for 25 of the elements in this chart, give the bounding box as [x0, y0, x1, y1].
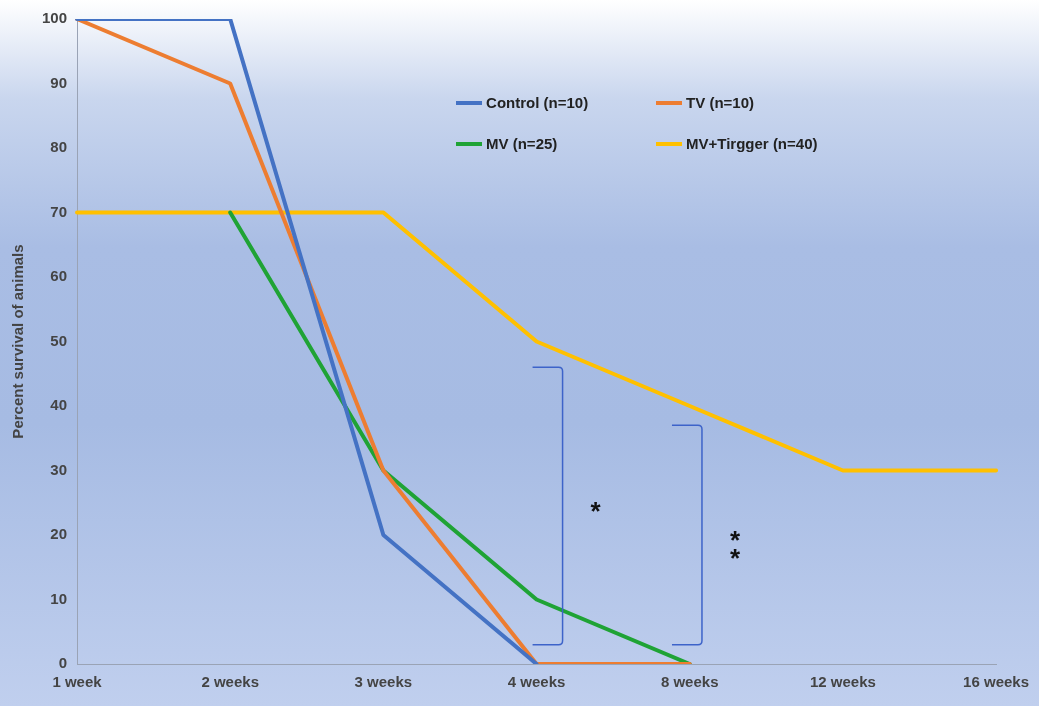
x-tick-label: 1 week: [52, 673, 103, 691]
x-tick-label: 2 weeks: [201, 673, 259, 691]
x-tick-label: 3 weeks: [354, 673, 413, 691]
x-tick-label: 12 weeks: [809, 673, 876, 691]
y-tick-label: 100: [42, 9, 68, 27]
y-tick-label: 20: [50, 525, 68, 543]
x-tick-label: 16 weeks: [963, 673, 1029, 691]
y-tick-label: 0: [58, 654, 68, 672]
legend-label: Control (n=10): [486, 94, 589, 111]
y-axis-title: Percent survival of animals: [9, 244, 27, 439]
y-tick-label: 40: [50, 396, 68, 414]
legend-label: MV (n=25): [486, 135, 558, 152]
y-tick-label: 10: [50, 589, 68, 607]
y-tick-label: 50: [50, 331, 68, 349]
x-tick-label: 4 weeks: [507, 673, 566, 691]
y-tick-label: 90: [50, 73, 68, 91]
y-tick-label: 60: [50, 267, 68, 285]
y-tick-label: 30: [50, 460, 68, 478]
legend-label: MV+Tirgger (n=40): [686, 135, 818, 152]
y-tick-label: 70: [50, 202, 68, 220]
annotation: * *: [728, 525, 741, 573]
x-tick-label: 8 weeks: [660, 673, 719, 691]
annotation: *: [589, 495, 602, 526]
legend-label: TV (n=10): [686, 94, 754, 111]
y-tick-label: 80: [50, 138, 68, 156]
